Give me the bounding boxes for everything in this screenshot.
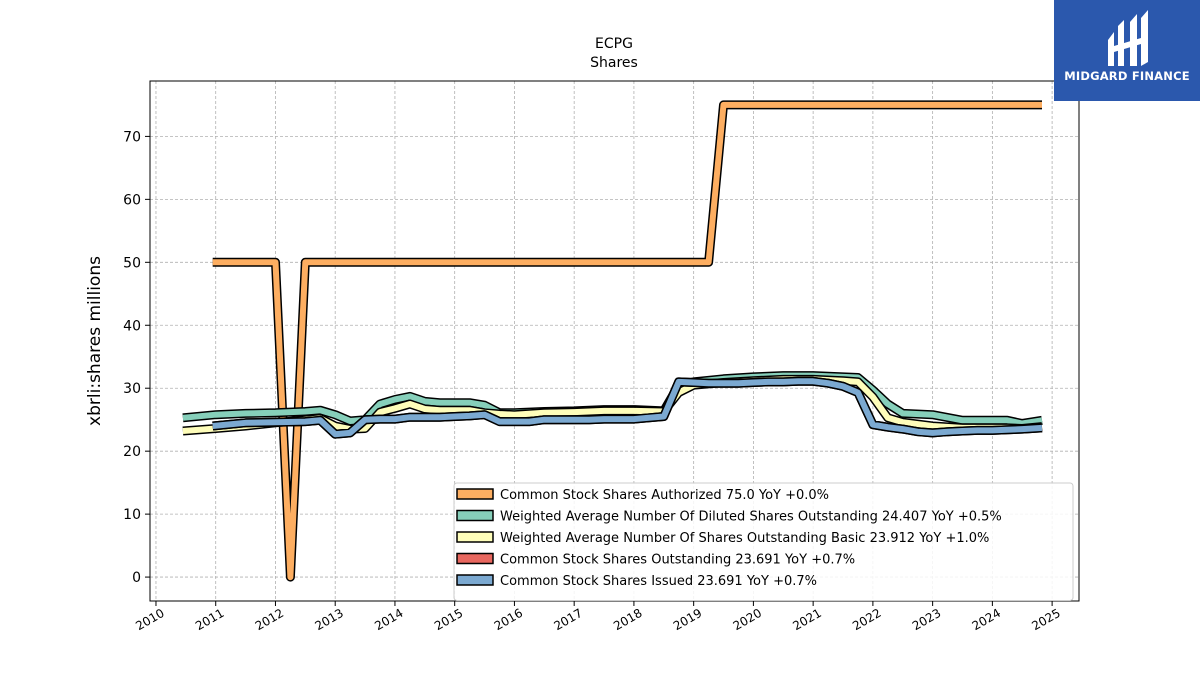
y-tick-label: 50 xyxy=(123,255,141,271)
legend-swatch xyxy=(456,531,494,543)
x-tick-label: 2020 xyxy=(731,606,764,633)
y-tick-label: 10 xyxy=(123,507,141,523)
x-tick-label: 2019 xyxy=(671,606,704,633)
series-line xyxy=(182,376,1043,434)
series-1 xyxy=(212,100,1042,582)
midgard-logo-icon xyxy=(1108,10,1148,66)
x-tick-label: 2011 xyxy=(193,606,226,633)
y-tick-label: 60 xyxy=(123,192,141,208)
y-tick-label: 70 xyxy=(123,129,141,145)
y-tick-label: 30 xyxy=(123,381,141,397)
legend-box xyxy=(453,482,1074,601)
x-tick-label: 2016 xyxy=(492,606,525,633)
legend-label: Common Stock Shares Issued 23.691 YoY +0… xyxy=(500,574,817,589)
x-tick-label: 2018 xyxy=(611,606,644,633)
x-tick-label: 2024 xyxy=(970,606,1003,633)
legend-entry: Weighted Average Number Of Diluted Share… xyxy=(456,509,1002,525)
series-line xyxy=(212,101,1042,581)
legend-swatch xyxy=(456,488,494,500)
x-tick-label: 2012 xyxy=(253,606,286,633)
x-tick-label: 2015 xyxy=(432,606,465,633)
x-tick-label: 2010 xyxy=(133,606,166,633)
legend: Common Stock Shares Authorized 75.0 YoY … xyxy=(453,482,1074,601)
y-axis-label: xbrli:shares millions xyxy=(85,256,105,426)
x-tick-label: 2025 xyxy=(1029,606,1062,633)
y-tick-label: 20 xyxy=(123,444,141,460)
series-3 xyxy=(182,374,1043,436)
legend-swatch xyxy=(456,552,494,565)
series-5 xyxy=(212,376,1043,439)
legend-label: Common Stock Shares Authorized 75.0 YoY … xyxy=(500,488,829,503)
x-tick-label: 2021 xyxy=(790,606,823,633)
chart-title: ECPG xyxy=(595,36,633,52)
x-tick-label: 2017 xyxy=(551,606,584,633)
x-tick-label: 2022 xyxy=(850,606,883,633)
legend-label: Weighted Average Number Of Shares Outsta… xyxy=(500,531,989,546)
y-axis: 0 10 20 30 40 50 60 70 xyxy=(123,129,150,586)
y-tick-label: 0 xyxy=(132,570,141,586)
legend-label: Weighted Average Number Of Diluted Share… xyxy=(500,510,1002,525)
logo-text: MIDGARD FINANCE xyxy=(1064,69,1190,83)
brand-logo: MIDGARD FINANCE xyxy=(1054,0,1200,101)
legend-label: Common Stock Shares Outstanding 23.691 Y… xyxy=(500,553,855,568)
legend-entry: Weighted Average Number Of Shares Outsta… xyxy=(456,531,989,546)
legend-entry: Common Stock Shares Issued 23.691 YoY +0… xyxy=(456,574,817,589)
legend-swatch xyxy=(456,509,494,522)
chart-subtitle: Shares xyxy=(590,55,638,71)
x-axis: 2010 2011 2012 2013 2014 2015 2016 2017 2018 2019… xyxy=(133,601,1063,633)
x-tick-label: 2013 xyxy=(312,606,345,633)
x-tick-label: 2014 xyxy=(372,606,405,633)
legend-entry: Common Stock Shares Authorized 75.0 YoY … xyxy=(456,488,829,503)
series-layer xyxy=(182,100,1043,582)
y-tick-label: 40 xyxy=(123,318,141,334)
legend-swatch xyxy=(456,574,494,586)
legend-entry: Common Stock Shares Outstanding 23.691 Y… xyxy=(456,552,855,568)
x-tick-label: 2023 xyxy=(910,606,943,633)
series-line xyxy=(212,378,1043,438)
grid xyxy=(150,81,1079,601)
